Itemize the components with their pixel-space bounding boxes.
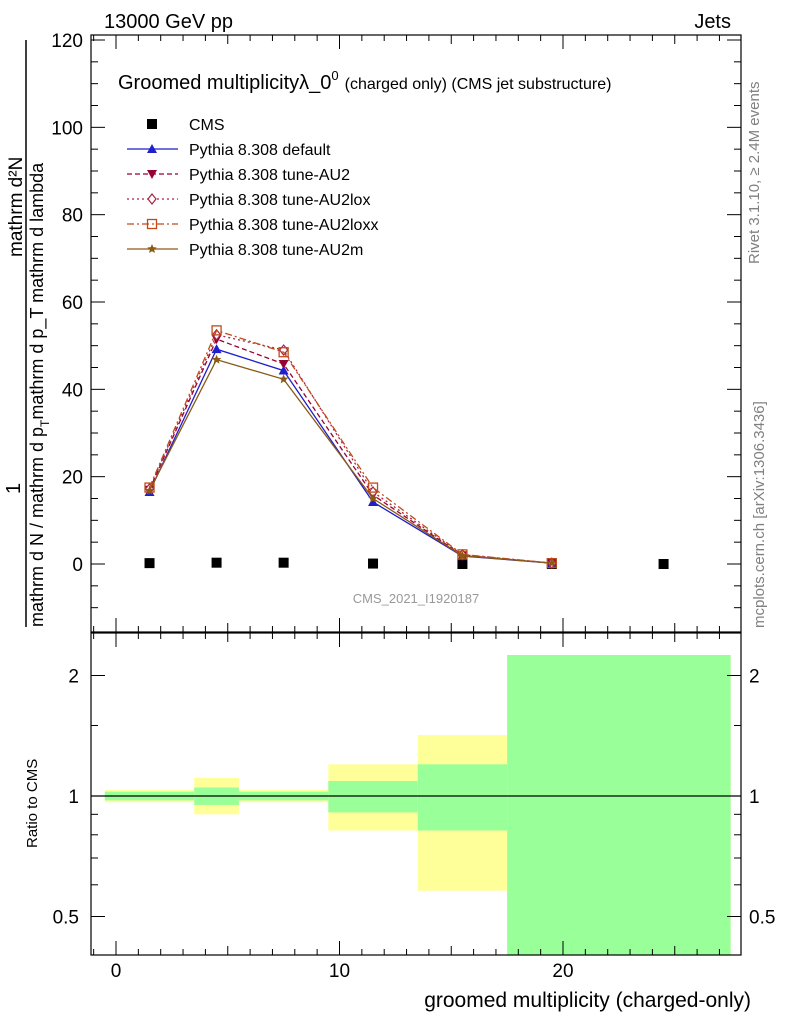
main-y-tick-label: 40 (62, 380, 83, 401)
plot-title-suffix: (charged only) (CMS jet substructure) (345, 76, 612, 93)
data-point-cms (211, 557, 222, 568)
legend-entry-pythia-8-308-tune-au2: Pythia 8.308 tune-AU2 (127, 167, 350, 184)
main-y-tick-label: 100 (51, 118, 83, 139)
series-line-pythia-8-308-tune-au2 (148, 338, 552, 564)
data-point-pythia-8-308-tune-au2m (211, 354, 222, 364)
y-label-prefix: 1 (3, 483, 25, 494)
data-point-cms (278, 557, 289, 568)
main-series-group (144, 325, 669, 570)
data-point-pythia-8-308-default (278, 365, 289, 375)
main-y-tick-label: 20 (62, 468, 83, 489)
data-point-pythia-8-308-tune-au2 (278, 360, 289, 370)
data-point-pythia-8-308-tune-au2loxx (457, 549, 468, 560)
data-point-pythia-8-308-default (368, 496, 379, 506)
legend-marker (147, 144, 157, 153)
y-label-denominator: mathrm d N / mathrm d pTmathrm d p_T mat… (27, 162, 52, 627)
data-point-pythia-8-308-tune-au2m (278, 374, 289, 384)
ratio-y-axis: 0.5 0.5 1 1 2 2 (53, 667, 776, 929)
plot-title-main: Groomed multiplicityλ_0 (118, 72, 331, 94)
main-y-tick-label: 80 (62, 206, 83, 227)
main-y-tick-label: 60 (62, 293, 83, 314)
y-label-denominator-sub: T (38, 419, 52, 427)
y-label-numerator: mathrm d²N (6, 157, 27, 257)
mcplots-label: mcplots.cern.ch [arXiv:1306.3436] (751, 401, 768, 628)
data-point-pythia-8-308-tune-au2m (368, 493, 378, 503)
ratio-band-stat-uncertainty (417, 764, 508, 831)
header-process: Jets (694, 11, 731, 33)
legend-entry-pythia-8-308-tune-au2loxx: Pythia 8.308 tune-AU2loxx (127, 217, 378, 234)
main-y-label: 1 mathrm d²N mathrm d N / mathrm d pTmat… (3, 40, 52, 627)
y-label-denominator-tail: mathrm d p_T mathrm d lambda (27, 162, 48, 420)
ratio-y-tick-label: 1 (68, 787, 79, 808)
ratio-y-tick-label: 2 (68, 667, 79, 688)
main-plot-frame (90, 34, 742, 633)
ratio-band-stat-uncertainty (328, 781, 418, 813)
ratio-y-tick-label-right: 0.5 (749, 908, 775, 929)
data-point-cms (457, 559, 468, 569)
data-point-pythia-8-308-tune-au2m (547, 558, 557, 568)
x-axis-label: groomed multiplicity (charged-only) (424, 989, 751, 1012)
series-cms (144, 557, 669, 569)
legend-label: Pythia 8.308 tune-AU2lox (189, 192, 370, 209)
ratio-band-stat-uncertainty (507, 655, 731, 955)
ratio-x-axis: 0 10 20 (93, 633, 720, 982)
series-pythia-8-308-tune-au2m (144, 354, 557, 568)
legend-marker (147, 170, 157, 179)
ratio-x-tick-label: 10 (329, 961, 350, 982)
analysis-watermark: CMS_2021_I1920187 (353, 591, 480, 606)
data-point-pythia-8-308-tune-au2loxx (278, 347, 289, 358)
legend-label: Pythia 8.308 tune-AU2m (189, 242, 363, 259)
ratio-plot-frame (90, 632, 742, 956)
legend-entry-pythia-8-308-default: Pythia 8.308 default (127, 142, 331, 159)
legend-label: Pythia 8.308 tune-AU2loxx (189, 217, 378, 234)
legend-entry-pythia-8-308-tune-au2lox: Pythia 8.308 tune-AU2lox (127, 192, 370, 209)
plot-title-sup: 0 (331, 68, 338, 83)
main-x-axis (93, 35, 720, 632)
ratio-y-tick-label: 0.5 (53, 908, 79, 929)
legend-marker (147, 244, 157, 254)
data-point-pythia-8-308-tune-au2loxx (211, 325, 222, 336)
series-line-pythia-8-308-tune-au2lox (148, 334, 552, 564)
main-y-tick-label: 120 (51, 31, 83, 52)
legend-marker (147, 193, 157, 205)
series-line-pythia-8-308-default (148, 348, 552, 564)
legend-label: Pythia 8.308 default (189, 142, 331, 159)
y-label-denominator-head: mathrm d N / mathrm d p (27, 427, 47, 627)
ratio-bands (104, 655, 731, 955)
legend-entry-cms: CMS (147, 117, 225, 134)
ratio-plot: 0.5 0.5 1 1 2 2 0 10 20 (53, 632, 776, 982)
ratio-y-label: Ratio to CMS (24, 759, 41, 848)
data-point-cms (658, 559, 669, 569)
legend-label: Pythia 8.308 tune-AU2 (189, 167, 350, 184)
ratio-y-tick-label-right: 2 (749, 667, 760, 688)
series-line-pythia-8-308-tune-au2m (148, 358, 552, 564)
legend-entry-pythia-8-308-tune-au2m: Pythia 8.308 tune-AU2m (127, 242, 363, 259)
ratio-y-tick-label-right: 1 (749, 787, 760, 808)
data-point-cms (144, 558, 155, 569)
rivet-version-label: Rivet 3.1.10, ≥ 2.4M events (746, 82, 763, 265)
legend: CMS Pythia 8.308 default Pythia 8.308 tune… (127, 117, 378, 259)
plot-title: Groomed multiplicityλ_00 (charged only) (… (118, 68, 611, 94)
data-point-cms (368, 558, 379, 569)
legend-label: CMS (189, 117, 225, 134)
ratio-x-tick-label: 20 (552, 961, 573, 982)
data-point-pythia-8-308-tune-au2m (144, 485, 155, 495)
main-y-tick-label: 0 (72, 555, 83, 576)
data-point-pythia-8-308-default (211, 344, 222, 354)
legend-marker (147, 119, 157, 129)
ratio-x-tick-label: 0 (111, 961, 122, 982)
header-energy: 13000 GeV pp (104, 11, 233, 33)
data-point-pythia-8-308-tune-au2loxx (367, 482, 379, 493)
data-point-pythia-8-308-tune-au2m (457, 550, 468, 560)
legend-marker (146, 218, 158, 230)
series-pythia-8-308-tune-au2lox (144, 328, 557, 570)
series-line-pythia-8-308-tune-au2loxx (148, 329, 552, 564)
main-y-axis: 0 20 40 60 80 100 120 (51, 31, 741, 609)
